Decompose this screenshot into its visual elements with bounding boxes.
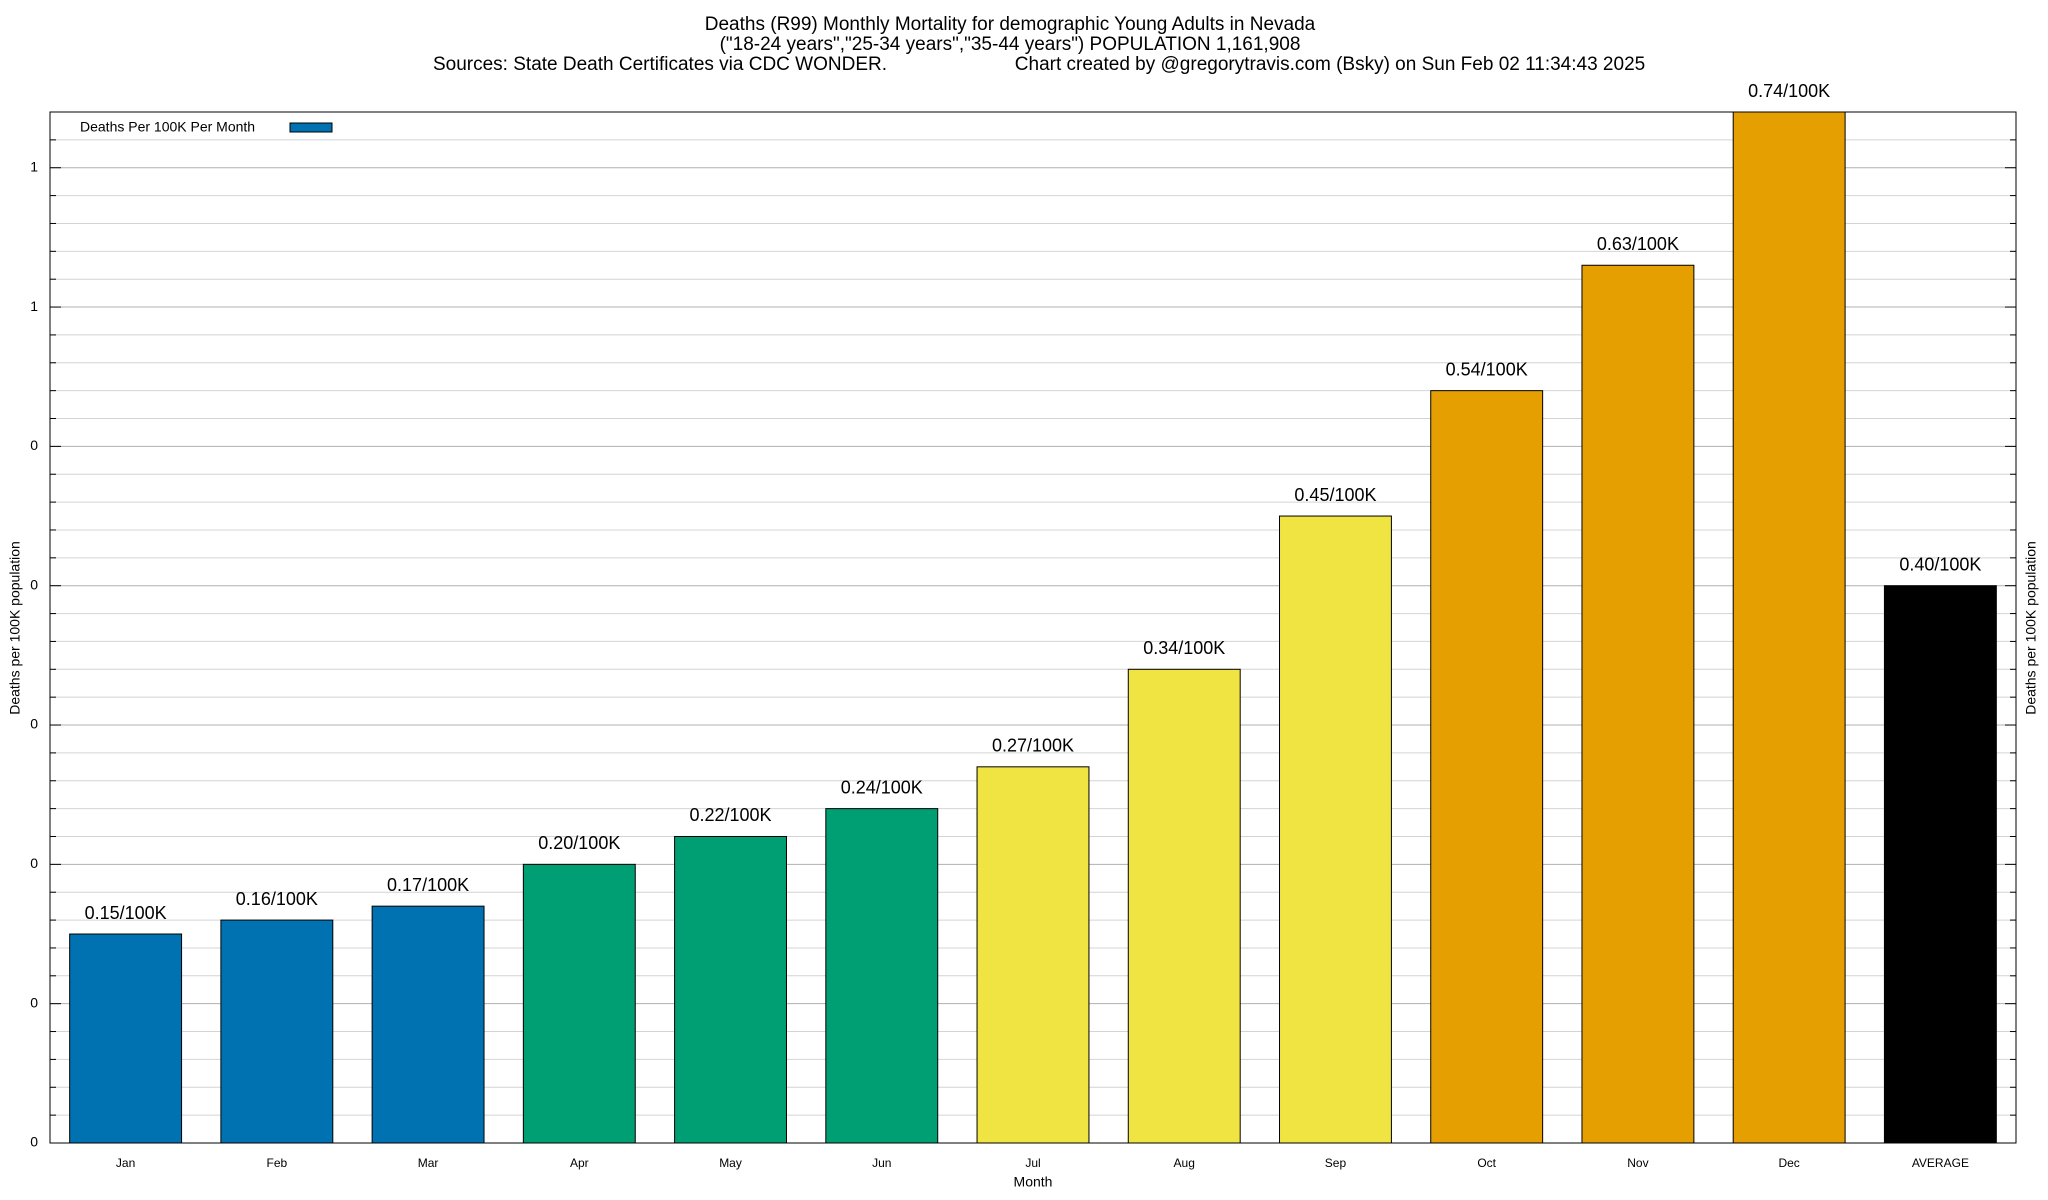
x-tick-label: Nov (1627, 1156, 1648, 1170)
value-label: 0.74/100K (1748, 81, 1830, 101)
y-tick-label: 1 (30, 298, 38, 314)
value-label: 0.63/100K (1597, 234, 1679, 254)
x-tick-label: Jun (872, 1156, 891, 1170)
value-label: 0.15/100K (85, 903, 167, 923)
y-tick-label: 0 (30, 437, 38, 453)
source: Sources: State Death Certificates via CD… (433, 54, 887, 75)
x-axis-label: Month (1014, 1174, 1053, 1190)
x-tick-label: Jul (1025, 1156, 1040, 1170)
value-label: 0.17/100K (387, 875, 469, 895)
credit: Chart created by @gregorytravis.com (Bsk… (1015, 54, 1645, 75)
x-tick-label: Mar (418, 1156, 439, 1170)
bar (825, 808, 939, 1144)
x-tick-label: Feb (267, 1156, 288, 1170)
legend-swatch (289, 122, 333, 133)
y-axis-label-right: Deaths per 100K population (2023, 541, 2039, 715)
bar (1883, 585, 1997, 1144)
value-label: 0.40/100K (1899, 554, 1981, 574)
bar (522, 863, 636, 1144)
chart-title: Deaths (R99) Monthly Mortality for demog… (705, 14, 1316, 35)
x-tick-label: AVERAGE (1912, 1156, 1969, 1170)
bar (1127, 668, 1241, 1144)
bar (69, 933, 183, 1144)
value-label: 0.27/100K (992, 736, 1074, 756)
x-tick-label: Aug (1174, 1156, 1195, 1170)
value-label: 0.54/100K (1446, 359, 1528, 379)
x-tick-label: Apr (570, 1156, 589, 1170)
y-tick-label: 0 (30, 994, 38, 1010)
value-label: 0.22/100K (689, 805, 771, 825)
x-tick-label: Jan (116, 1156, 135, 1170)
value-label: 0.20/100K (538, 833, 620, 853)
bar (371, 905, 485, 1144)
y-tick-label: 0 (30, 716, 38, 732)
bar (1581, 264, 1695, 1144)
bar (976, 766, 1090, 1144)
x-tick-label: May (719, 1156, 742, 1170)
y-tick-label: 0 (30, 576, 38, 592)
x-tick-label: Oct (1477, 1156, 1496, 1170)
value-label: 0.16/100K (236, 889, 318, 909)
value-label: 0.24/100K (841, 777, 923, 797)
y-tick-label: 0 (30, 855, 38, 871)
legend-label: Deaths Per 100K Per Month (80, 119, 255, 135)
bar (1279, 515, 1392, 1144)
bar (220, 919, 334, 1144)
x-tick-label: Sep (1325, 1156, 1347, 1170)
value-label: 0.34/100K (1143, 638, 1225, 658)
bar (1732, 111, 1846, 1144)
y-axis-label: Deaths per 100K population (7, 541, 23, 715)
value-label: 0.45/100K (1294, 485, 1376, 505)
bar (1430, 390, 1544, 1144)
y-tick-label: 0 (30, 1134, 38, 1150)
bar (674, 835, 787, 1144)
chart-subtitle: ("18-24 years","25-34 years","35-44 year… (720, 34, 1301, 55)
x-tick-label: Dec (1778, 1156, 1799, 1170)
y-tick-label: 1 (30, 158, 38, 174)
